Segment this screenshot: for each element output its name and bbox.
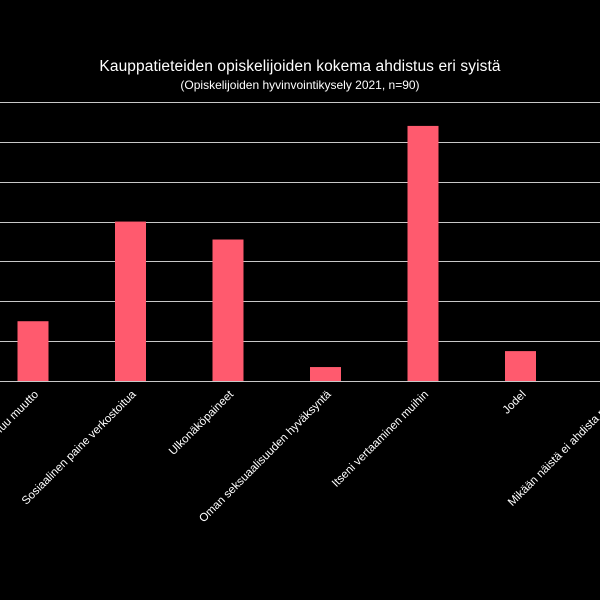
bars (17, 125, 536, 382)
bar (310, 367, 341, 381)
category-label: Sosiaalinen paine verkostoitua (20, 388, 139, 507)
category-label: Ulkonäköpaineet (167, 388, 237, 458)
grid-lines (0, 102, 600, 382)
bar (115, 221, 146, 381)
category-label: Jodel (501, 389, 529, 417)
chart-title: Kauppatieteiden opiskelijoiden kokema ah… (99, 58, 501, 75)
bar (212, 239, 244, 381)
chart-subtitle: (Opiskelijoiden hyvinvointikysely 2021, … (180, 78, 420, 92)
bar (505, 351, 536, 381)
bar (17, 321, 49, 381)
category-label: Itseni vertaaminen muihin (330, 389, 431, 490)
category-label: Muu muutto (0, 389, 41, 440)
category-label: Mikään näistä ei ahdista minua (506, 388, 600, 509)
bar (407, 125, 439, 382)
